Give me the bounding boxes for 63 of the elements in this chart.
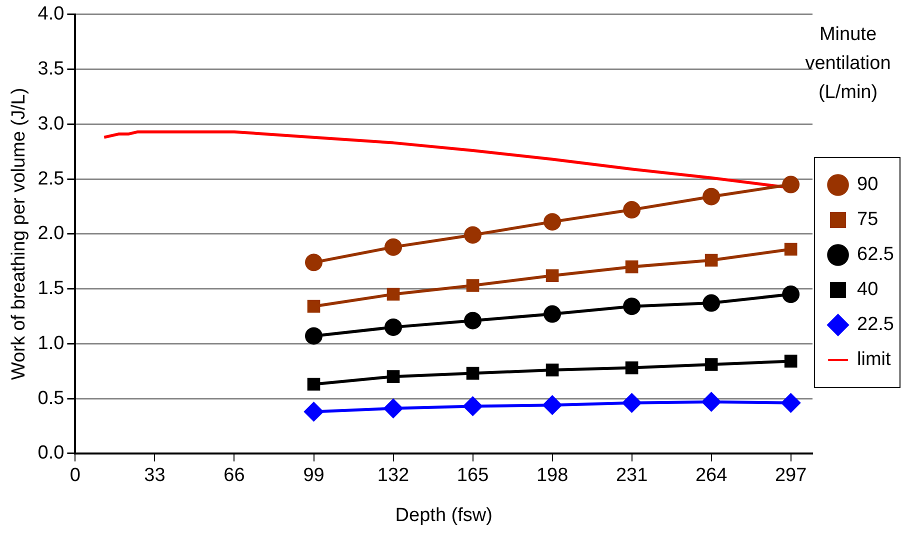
point <box>622 393 642 413</box>
point <box>704 254 718 267</box>
point <box>463 396 483 416</box>
legend-label: 90 <box>857 174 878 196</box>
point <box>386 288 400 301</box>
point <box>623 201 641 219</box>
point <box>307 378 320 391</box>
y-tick-label: 0.0 <box>38 442 64 464</box>
legend-label: 75 <box>857 209 878 230</box>
legend-label: 22.5 <box>857 314 894 336</box>
legend-label: limit <box>857 349 892 370</box>
x-tick-label: 231 <box>616 465 648 486</box>
x-tick-label: 198 <box>536 465 568 486</box>
point <box>307 300 320 313</box>
point <box>305 327 323 345</box>
y-tick-label: 1.5 <box>38 278 64 300</box>
point <box>546 364 559 376</box>
y-tick-label: 2.5 <box>38 168 64 190</box>
point <box>704 358 718 371</box>
point <box>544 305 562 323</box>
x-tick-label: 297 <box>774 465 807 486</box>
y-tick-label: 3.0 <box>38 113 64 134</box>
point <box>702 294 720 312</box>
point <box>782 286 800 304</box>
x-tick-label: 132 <box>377 465 410 486</box>
x-tick-label: 165 <box>456 465 489 486</box>
point <box>542 395 562 415</box>
point <box>464 226 482 244</box>
point <box>625 361 638 374</box>
point <box>544 213 562 231</box>
point <box>384 238 402 256</box>
point <box>304 402 324 422</box>
point <box>781 393 801 413</box>
point <box>386 370 400 383</box>
x-tick-label: 99 <box>303 465 324 486</box>
x-tick-label: 0 <box>70 465 80 486</box>
y-axis-title: Work of breathing per volume (J/L) <box>8 88 30 380</box>
point <box>702 188 720 206</box>
legend-label: 62.5 <box>857 244 894 266</box>
y-tick-label: 3.5 <box>38 58 64 80</box>
point <box>384 318 402 336</box>
point <box>466 279 480 292</box>
legend-title: Minute ventilation (L/min) <box>804 23 892 105</box>
point <box>305 254 323 272</box>
x-tick-label: 66 <box>224 465 245 486</box>
y-tick-label: 1.0 <box>38 332 64 354</box>
legend-label: 40 <box>857 279 878 300</box>
y-tick-label: 4.0 <box>38 4 64 25</box>
point <box>464 312 482 330</box>
point <box>384 398 404 418</box>
point <box>784 242 798 256</box>
y-tick-label: 2.0 <box>38 223 64 244</box>
y-tick-label: 0.5 <box>38 388 64 409</box>
point <box>466 366 480 380</box>
x-axis-title: Depth (fsw) <box>395 504 492 526</box>
point <box>546 269 559 282</box>
point <box>784 354 798 368</box>
point <box>702 392 722 412</box>
x-tick-label: 33 <box>144 465 166 486</box>
point <box>623 298 641 316</box>
point <box>782 176 800 194</box>
x-tick-label: 264 <box>695 465 728 486</box>
point <box>625 260 638 274</box>
